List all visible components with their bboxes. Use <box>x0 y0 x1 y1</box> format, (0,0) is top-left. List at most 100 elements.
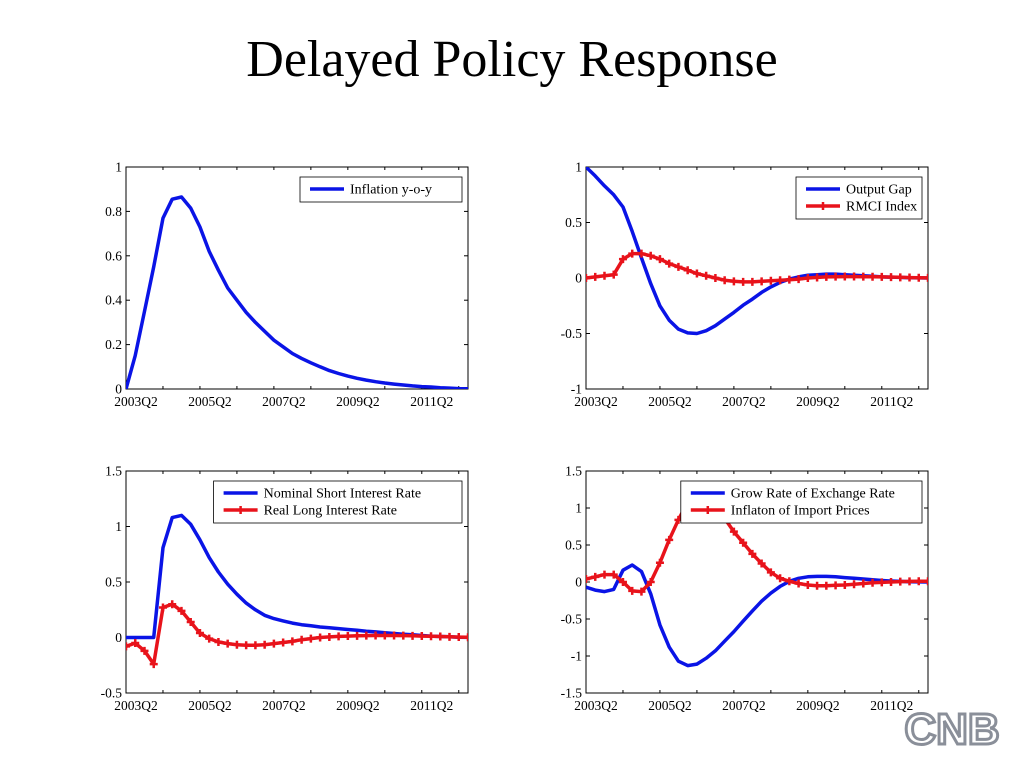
series-point <box>325 632 334 641</box>
series-point <box>665 535 674 544</box>
series-point <box>887 578 896 586</box>
series-point <box>177 606 186 615</box>
series-group <box>586 249 928 286</box>
x-tick-label: 2011Q2 <box>410 698 453 713</box>
series-point <box>399 631 408 640</box>
legend-box <box>795 176 923 220</box>
series-point <box>813 273 822 282</box>
series-point <box>822 581 831 590</box>
series-point <box>260 640 269 649</box>
series-point <box>702 271 711 280</box>
legend-marker <box>819 202 827 210</box>
series-point <box>692 269 701 278</box>
series-point <box>757 559 766 568</box>
series-point <box>600 570 609 579</box>
series-point <box>776 574 785 583</box>
plot-frame <box>125 166 469 390</box>
series-point <box>785 577 794 586</box>
series-point <box>748 549 757 558</box>
y-tick-label: -1 <box>571 382 582 397</box>
chart-exchange-import-prices: -1.5 -1 -0.5 0 0.5 1 1.5 2003Q2 2005Q2 2007Q2 2009… <box>561 464 929 713</box>
y-tick-label: 0.8 <box>105 204 122 219</box>
y-tick-label: 0.6 <box>105 248 122 263</box>
series-point <box>729 277 738 286</box>
y-tick-label: 0 <box>115 630 122 645</box>
series-group <box>126 600 468 669</box>
series-line <box>126 195 468 389</box>
series-line <box>126 513 468 640</box>
series-point <box>637 249 646 258</box>
y-tick-label: 0.5 <box>105 575 122 590</box>
y-tick-label: 0.5 <box>565 215 582 230</box>
series-point <box>371 631 380 640</box>
legend-marker <box>236 506 245 514</box>
series-point <box>748 277 757 286</box>
legend-box <box>680 480 923 524</box>
series-point <box>609 570 618 579</box>
series-point <box>683 266 692 275</box>
series-point <box>794 579 803 588</box>
x-tick-label: 2007Q2 <box>722 698 766 713</box>
x-tick-label: 2011Q2 <box>870 394 913 409</box>
slide-title: Delayed Policy Response <box>246 31 778 88</box>
y-tick-label: -0.5 <box>561 612 583 627</box>
series-point <box>637 587 646 596</box>
series-point <box>868 272 877 281</box>
series-point <box>794 275 803 284</box>
series-point <box>251 641 260 650</box>
series-point <box>766 568 775 577</box>
series-point <box>813 581 822 590</box>
series-point <box>877 578 886 587</box>
series-point <box>831 272 840 281</box>
x-tick-label: 2011Q2 <box>410 394 453 409</box>
series-point <box>646 578 655 586</box>
series-point <box>427 632 436 641</box>
legend-marker <box>703 506 712 514</box>
y-tick-label: 0.5 <box>565 538 582 553</box>
series-point <box>269 639 278 648</box>
series-point <box>586 274 590 282</box>
y-tick-label: 0.2 <box>105 337 122 352</box>
series-point <box>306 634 315 643</box>
series-point <box>877 272 886 281</box>
x-tick-label: 2007Q2 <box>262 394 306 409</box>
series-point <box>924 577 928 586</box>
series-point <box>628 586 637 595</box>
y-tick-label: 0 <box>575 271 582 286</box>
x-tick-label: 2009Q2 <box>796 394 840 409</box>
series-point <box>242 641 251 650</box>
series-point <box>720 276 729 285</box>
series-point <box>223 639 232 648</box>
series-point <box>785 275 794 284</box>
series-point <box>380 631 389 640</box>
x-tick-label: 2003Q2 <box>114 394 158 409</box>
series-point <box>674 262 683 271</box>
legend-label: Inflation y-o-y <box>350 183 432 198</box>
series-point <box>186 617 195 626</box>
series-point <box>445 632 454 641</box>
series-point <box>628 249 637 258</box>
legend-box <box>299 176 463 203</box>
series-point <box>646 251 655 260</box>
series-point <box>914 273 923 282</box>
y-tick-label: -0.5 <box>101 686 123 701</box>
series-point <box>362 631 371 640</box>
series-point <box>600 271 609 280</box>
y-tick-label: 0 <box>115 382 122 397</box>
legend-label: Nominal Short Interest Rate <box>264 487 421 502</box>
series-point <box>739 538 748 547</box>
y-tick-label: 1.5 <box>105 464 122 479</box>
x-tick-label: 2009Q2 <box>796 698 840 713</box>
series-point <box>924 273 928 282</box>
x-tick-label: 2011Q2 <box>870 698 913 713</box>
x-tick-label: 2007Q2 <box>262 698 306 713</box>
series-point <box>214 637 223 646</box>
x-tick-label: 2005Q2 <box>188 394 232 409</box>
legend-label: RMCI Index <box>846 200 917 215</box>
series-point <box>711 274 720 282</box>
series-point <box>859 272 868 281</box>
series-point <box>168 600 177 609</box>
x-tick-label: 2009Q2 <box>336 394 380 409</box>
chart-interest-rates: -0.5 0 0.5 1 1.5 2003Q2 2005Q2 2007Q2 2009Q2 2011… <box>101 464 469 713</box>
series-line <box>586 251 928 284</box>
